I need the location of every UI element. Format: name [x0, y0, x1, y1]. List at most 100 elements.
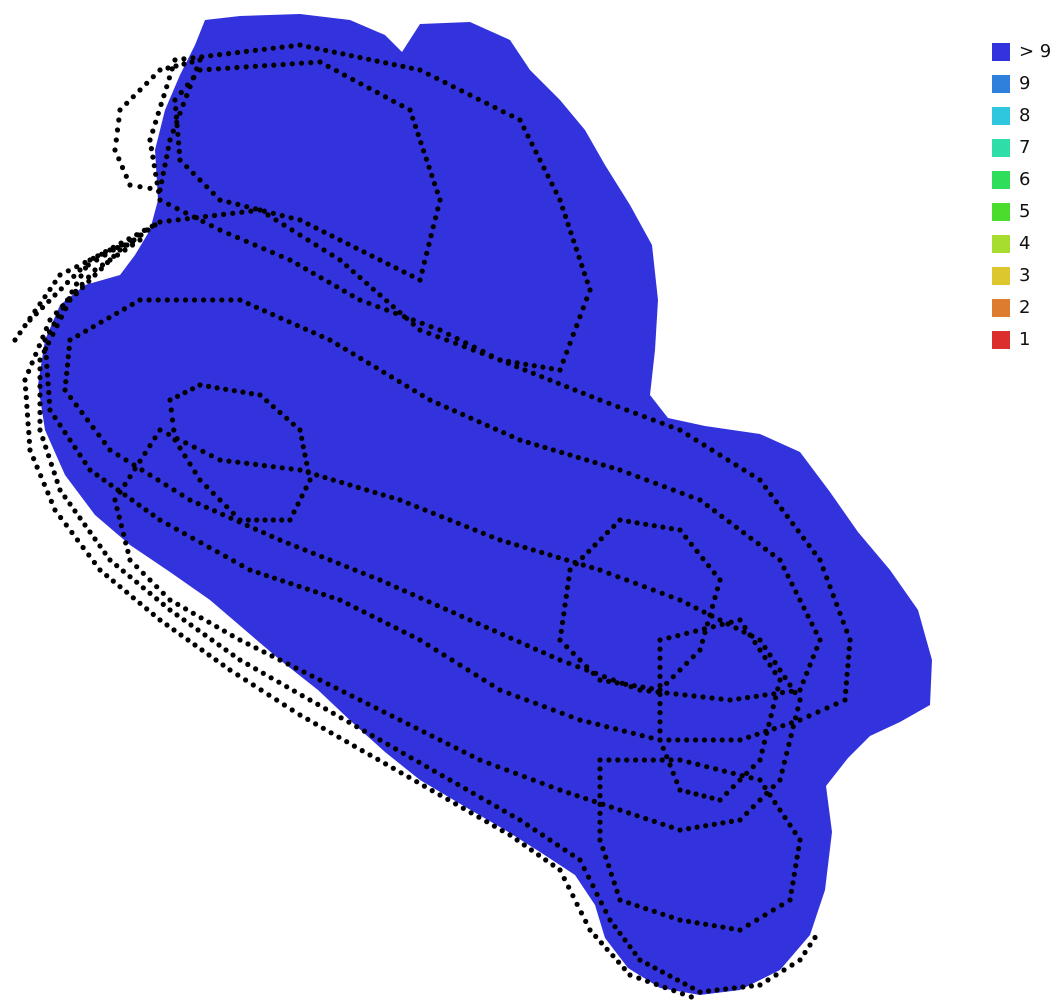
camera-point [159, 179, 165, 185]
camera-point [310, 270, 316, 276]
camera-point [82, 459, 88, 466]
camera-point [216, 642, 222, 648]
camera-point [600, 846, 606, 852]
camera-point [650, 757, 656, 763]
camera-point [341, 288, 347, 294]
camera-point [517, 117, 523, 123]
camera-point [547, 552, 553, 558]
camera-point [217, 52, 223, 58]
camera-point [580, 305, 586, 311]
camera-point [417, 637, 423, 643]
camera-point [709, 603, 716, 609]
camera-point [129, 301, 135, 307]
camera-point [176, 148, 182, 154]
camera-point [163, 482, 169, 488]
camera-point [331, 49, 337, 55]
camera-point [772, 669, 778, 676]
camera-point [261, 308, 268, 314]
camera-point [711, 923, 717, 929]
camera-point [187, 461, 193, 467]
camera-point [695, 761, 701, 768]
camera-point [644, 961, 651, 967]
camera-point [521, 774, 528, 780]
camera-point [86, 552, 92, 558]
camera-point [634, 813, 640, 819]
camera-point [260, 670, 266, 676]
camera-point [777, 777, 783, 783]
camera-point [568, 714, 574, 720]
camera-point [753, 693, 759, 699]
camera-point [97, 567, 103, 573]
camera-point [244, 460, 250, 466]
camera-point [401, 269, 407, 275]
camera-point [557, 367, 563, 373]
camera-point [486, 799, 492, 805]
camera-point [566, 576, 572, 582]
camera-point [52, 292, 58, 298]
camera-point [243, 677, 249, 683]
camera-point [414, 779, 420, 785]
camera-point [597, 677, 603, 683]
camera-point [285, 661, 291, 667]
camera-point [539, 832, 546, 838]
legend-item: 6 [992, 164, 1051, 196]
camera-point [617, 897, 623, 903]
camera-point [211, 212, 218, 219]
camera-point [572, 387, 578, 393]
camera-point [184, 93, 190, 99]
camera-point [660, 745, 666, 751]
camera-point [830, 593, 836, 599]
camera-point [757, 477, 763, 483]
camera-point [786, 741, 792, 748]
camera-point [574, 323, 580, 329]
camera-point [435, 206, 441, 212]
camera-point [417, 277, 423, 283]
camera-point [234, 49, 241, 56]
camera-point [597, 810, 603, 816]
camera-point [569, 852, 576, 858]
camera-point [288, 466, 294, 472]
camera-point [206, 544, 212, 550]
camera-point [40, 436, 46, 442]
camera-point [319, 333, 325, 339]
camera-point [198, 615, 204, 621]
camera-point [844, 671, 850, 677]
camera-point [606, 863, 612, 869]
camera-point [530, 777, 536, 783]
legend-label: 8 [1019, 105, 1031, 126]
camera-point [757, 797, 763, 803]
camera-point [409, 633, 415, 639]
camera-point [337, 597, 343, 603]
camera-point [693, 605, 699, 611]
camera-point [573, 561, 579, 567]
camera-point [252, 47, 258, 54]
camera-point [161, 93, 167, 99]
camera-point [748, 983, 755, 989]
camera-point [434, 75, 440, 81]
camera-point [181, 617, 187, 623]
camera-point [284, 684, 290, 690]
camera-point [567, 340, 573, 346]
camera-point [27, 447, 33, 453]
camera-point [623, 681, 629, 687]
camera-point [707, 612, 713, 618]
camera-point [184, 216, 190, 222]
camera-point [45, 490, 51, 496]
camera-point [300, 444, 306, 450]
camera-point [533, 700, 539, 706]
camera-point [603, 908, 609, 915]
camera-point [86, 278, 92, 284]
camera-point [73, 281, 80, 287]
camera-point [25, 421, 31, 427]
camera-point [226, 458, 232, 464]
camera-point [45, 381, 51, 387]
camera-point [37, 418, 43, 424]
camera-point [517, 437, 523, 443]
camera-point [51, 470, 57, 476]
camera-point [102, 550, 108, 556]
camera-point [52, 279, 58, 285]
camera-point [369, 574, 375, 580]
camera-point [765, 977, 771, 983]
camera-point [497, 687, 503, 693]
camera-point [701, 626, 708, 632]
